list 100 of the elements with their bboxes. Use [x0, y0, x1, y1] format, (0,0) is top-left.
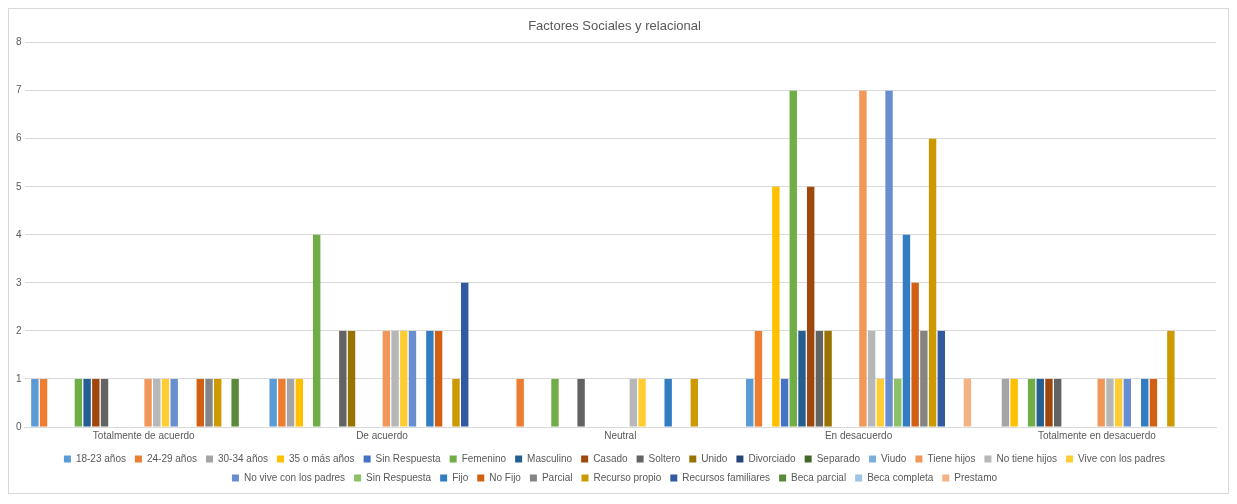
x-tick-label: Totalmente en desacuerdo — [1037, 429, 1157, 441]
y-tick-label: 7 — [16, 84, 22, 96]
legend-label: Fijo — [452, 471, 469, 483]
bar — [408, 330, 417, 427]
bar — [400, 330, 408, 427]
bar — [629, 378, 638, 427]
legend-label: Viudo — [881, 452, 907, 464]
bar — [824, 330, 832, 427]
legend-label: Recurso propio — [593, 471, 662, 483]
bar — [911, 282, 919, 427]
bar — [153, 378, 161, 427]
bar — [100, 378, 109, 427]
bar — [963, 378, 972, 427]
y-tick-label: 8 — [16, 36, 22, 48]
bar — [928, 138, 937, 427]
legend-label: Recursos familiares — [682, 471, 771, 483]
legend-label: 35 o más años — [289, 452, 355, 464]
y-tick-label: 0 — [16, 420, 22, 432]
bar — [31, 378, 39, 427]
bar — [231, 378, 239, 427]
bar — [391, 330, 399, 427]
bar — [144, 378, 152, 427]
legend-label: Parcial — [541, 471, 573, 483]
y-tick-label: 5 — [16, 180, 22, 192]
bar — [74, 378, 83, 427]
bar — [434, 330, 443, 427]
bar — [461, 282, 469, 427]
legend-label: Sin Respuesta — [366, 471, 432, 483]
legend-label: Separado — [816, 452, 861, 464]
bar — [269, 378, 277, 427]
bar — [885, 90, 893, 427]
bar — [1010, 378, 1018, 427]
bar — [170, 378, 178, 427]
bar — [867, 330, 876, 427]
legend-label: Soltero — [648, 452, 681, 464]
bar — [83, 378, 91, 427]
bar — [426, 330, 434, 427]
bar — [815, 330, 824, 427]
bar — [780, 378, 789, 427]
bar — [894, 378, 902, 427]
bar — [92, 378, 100, 427]
bar — [295, 378, 303, 427]
legend-label: Femenino — [461, 452, 507, 464]
bar — [347, 330, 356, 427]
bar — [551, 378, 559, 427]
legend-label: Casado — [593, 452, 629, 464]
chart-title: Factores Sociales y relacional — [528, 18, 701, 34]
legend-label: Masculino — [527, 452, 573, 464]
bar — [339, 330, 347, 427]
bar — [754, 330, 763, 427]
bar — [746, 378, 754, 427]
bar — [902, 234, 911, 427]
legend-label: Beca completa — [867, 471, 934, 483]
bar — [789, 90, 797, 427]
legend-label: Beca parcial — [791, 471, 847, 483]
y-tick-label: 6 — [16, 132, 22, 144]
legend-label: Unido — [701, 452, 728, 464]
bar — [214, 378, 222, 427]
bar — [806, 186, 815, 427]
bar — [196, 378, 204, 427]
y-tick-label: 4 — [16, 228, 22, 240]
bar — [382, 330, 391, 427]
bar — [1106, 378, 1114, 427]
bar — [312, 234, 321, 427]
bar — [452, 378, 460, 427]
bar — [1167, 330, 1175, 427]
bar — [1123, 378, 1132, 427]
bar — [876, 378, 885, 427]
bar — [1027, 378, 1036, 427]
bar — [859, 90, 867, 427]
legend-label: No Fijo — [489, 471, 522, 483]
bar — [1045, 378, 1053, 427]
legend-label: Divorciado — [748, 452, 797, 464]
bar — [664, 378, 672, 427]
legend-label: 18-23 años — [75, 452, 126, 464]
legend-label: Tiene hijos — [927, 452, 976, 464]
y-tick-label: 1 — [16, 372, 22, 384]
legend-label: No tiene hijos — [996, 452, 1058, 464]
bar — [161, 378, 170, 427]
bar — [1114, 378, 1123, 427]
x-tick-label: Totalmente de acuerdo — [92, 429, 196, 441]
legend-label: Vive con los padres — [1078, 452, 1166, 464]
bar — [205, 378, 213, 427]
legend-label: 24-29 años — [146, 452, 197, 464]
bar — [1053, 378, 1062, 427]
bar — [638, 378, 646, 427]
legend-label: No vive con los padres — [243, 471, 346, 483]
legend-label: Prestamo — [954, 471, 998, 483]
bar — [920, 330, 928, 427]
bar — [690, 378, 698, 427]
bar — [1141, 378, 1149, 427]
legend-label: 30-34 años — [217, 452, 269, 464]
x-tick-label: En desacuerdo — [824, 429, 893, 441]
bar — [39, 378, 48, 427]
x-tick-label: De acuerdo — [356, 429, 409, 441]
bar — [937, 330, 945, 427]
bar — [1097, 378, 1105, 427]
bar — [278, 378, 286, 427]
bar — [577, 378, 585, 427]
bar — [516, 378, 524, 427]
